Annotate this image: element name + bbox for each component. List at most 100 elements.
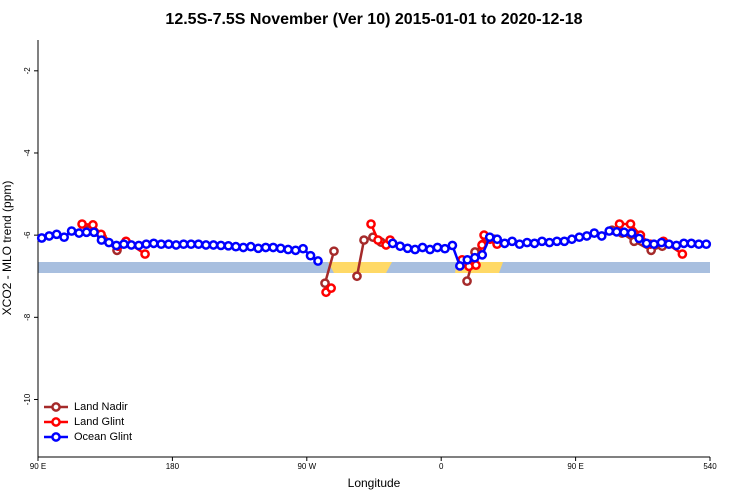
data-point [455, 261, 465, 271]
legend-marker [51, 402, 61, 412]
data-point [81, 227, 92, 238]
data-point [410, 244, 420, 255]
data-point [104, 237, 114, 248]
data-point [359, 235, 369, 245]
data-point [373, 235, 383, 245]
data-point [193, 239, 204, 250]
data-point [216, 240, 226, 251]
surface-band [38, 262, 710, 273]
data-point [664, 239, 674, 250]
x-tick-label: 540 [703, 462, 717, 471]
data-point [245, 241, 256, 252]
data-point [402, 243, 413, 254]
data-point [492, 234, 503, 245]
data-point [634, 233, 644, 244]
data-point [51, 229, 62, 240]
data-point [156, 239, 167, 250]
data-point [432, 242, 443, 253]
data-point [238, 242, 249, 253]
data-point [552, 236, 562, 247]
data-point [596, 231, 607, 241]
data-point [208, 240, 219, 250]
legend-label: Ocean Glint [74, 431, 132, 443]
data-point [447, 240, 458, 251]
x-tick-label: 0 [439, 462, 444, 471]
data-point [283, 244, 293, 255]
legend-label: Land Glint [74, 416, 124, 428]
data-point [677, 249, 688, 259]
data-point [581, 231, 592, 241]
data-point [477, 250, 488, 260]
data-point [625, 219, 636, 229]
data-point [96, 235, 107, 245]
data-point [320, 278, 330, 289]
data-point [462, 254, 473, 265]
data-point [298, 243, 308, 254]
data-point [268, 242, 279, 253]
data-point [148, 238, 159, 249]
data-point [417, 242, 428, 253]
data-point [186, 239, 196, 250]
data-point [260, 242, 271, 253]
data-point [313, 256, 323, 266]
data-point [462, 276, 472, 287]
data-point [352, 271, 362, 282]
data-point [201, 240, 211, 250]
x-tick-label: 90 W [297, 462, 316, 471]
data-point [66, 226, 77, 236]
x-tick-label: 90 E [30, 462, 46, 471]
data-point [671, 240, 682, 251]
data-point [366, 219, 376, 229]
data-point [305, 250, 316, 261]
y-axis-label: XCO2 - MLO trend (ppm) [0, 181, 14, 316]
data-point [141, 239, 152, 250]
data-point [140, 249, 150, 259]
data-point [626, 228, 637, 238]
data-point [44, 231, 55, 241]
data-point [544, 237, 555, 248]
data-point [604, 226, 615, 236]
data-point [231, 241, 241, 252]
data-point [686, 238, 697, 249]
data-point [507, 236, 517, 247]
data-point [469, 252, 480, 263]
data-point [693, 239, 704, 250]
data-point [611, 227, 622, 237]
land-band [328, 262, 392, 273]
data-point [649, 239, 659, 250]
data-point [656, 237, 667, 248]
y-tick-label: -8 [23, 313, 32, 321]
data-point [395, 241, 405, 252]
data-point [171, 240, 181, 250]
data-point [126, 240, 137, 250]
data-point [290, 245, 301, 256]
data-point [133, 240, 144, 251]
data-point [326, 283, 336, 293]
data-point [589, 228, 600, 238]
data-point [59, 232, 69, 243]
data-point [679, 238, 689, 249]
data-point [641, 238, 652, 249]
data-point [178, 239, 189, 250]
data-point [387, 238, 398, 249]
data-point [111, 240, 122, 251]
data-point [471, 260, 481, 270]
data-point [574, 232, 585, 243]
data-point [514, 239, 525, 250]
data-point [329, 246, 339, 257]
x-tick-label: 90 E [567, 462, 583, 471]
y-tick-label: -2 [23, 67, 32, 75]
y-tick-label: -6 [23, 231, 32, 239]
data-point [701, 239, 712, 250]
data-point [499, 238, 510, 249]
data-point [253, 243, 264, 254]
data-point [619, 227, 629, 238]
legend-label: Land Nadir [74, 401, 128, 413]
data-point [425, 244, 435, 255]
data-point [529, 238, 540, 249]
data-point [440, 243, 450, 254]
data-point [223, 240, 234, 251]
x-tick-label: 180 [166, 462, 180, 471]
data-point [89, 227, 99, 238]
